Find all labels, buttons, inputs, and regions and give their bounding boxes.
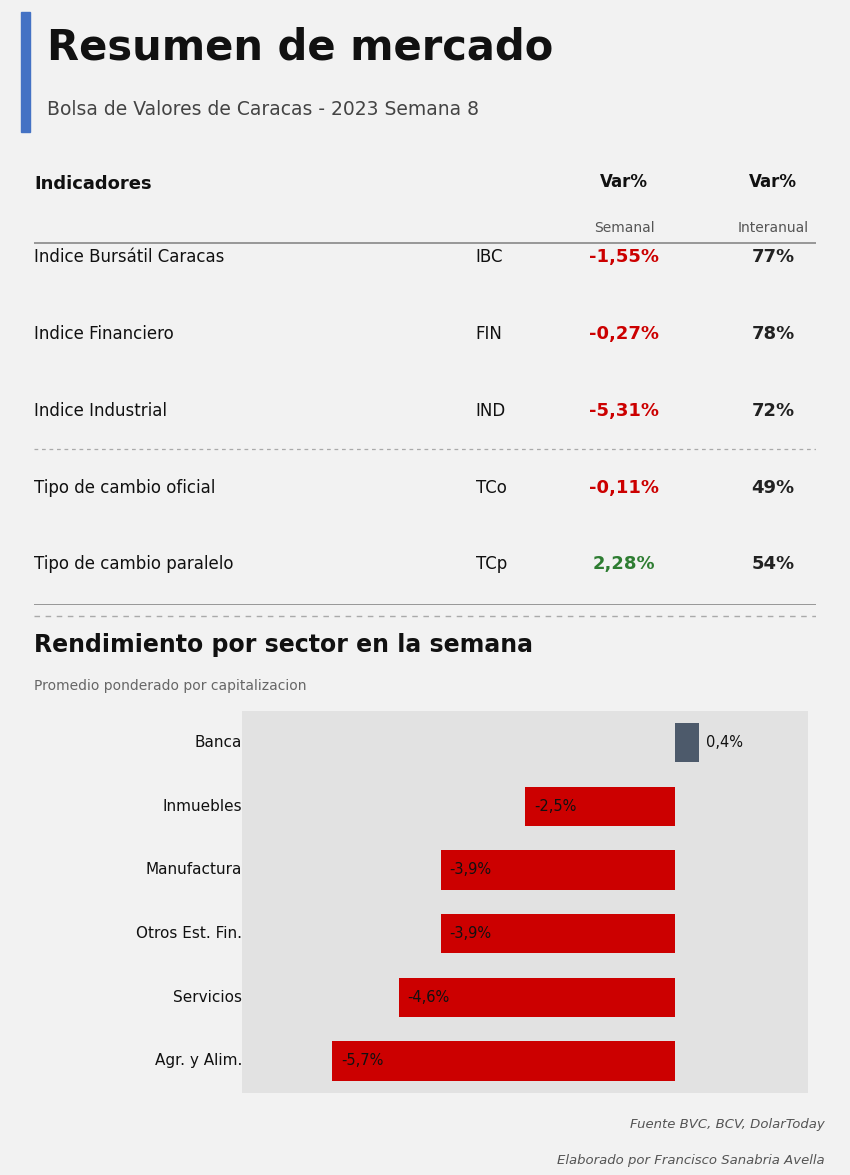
- Text: -0,11%: -0,11%: [589, 478, 660, 497]
- Text: -1,55%: -1,55%: [589, 248, 660, 266]
- Bar: [440, 851, 675, 889]
- Text: -3,9%: -3,9%: [450, 926, 492, 941]
- Bar: [675, 723, 700, 763]
- Text: -5,31%: -5,31%: [589, 402, 660, 419]
- Text: 72%: 72%: [751, 402, 795, 419]
- Text: Indice Bursátil Caracas: Indice Bursátil Caracas: [34, 248, 224, 266]
- Text: -3,9%: -3,9%: [450, 862, 492, 878]
- Text: Var%: Var%: [749, 173, 797, 192]
- Text: Indice Financiero: Indice Financiero: [34, 324, 173, 343]
- Bar: [440, 914, 675, 953]
- Text: -4,6%: -4,6%: [408, 989, 450, 1005]
- Text: -2,5%: -2,5%: [534, 799, 576, 814]
- Text: 49%: 49%: [751, 478, 795, 497]
- Text: FIN: FIN: [476, 324, 502, 343]
- Text: Banca: Banca: [195, 736, 242, 750]
- Text: 78%: 78%: [751, 324, 795, 343]
- Text: Promedio ponderado por capitalizacion: Promedio ponderado por capitalizacion: [34, 679, 307, 693]
- Bar: [21, 12, 30, 133]
- Text: -5,7%: -5,7%: [342, 1054, 384, 1068]
- Text: 2,28%: 2,28%: [593, 556, 655, 573]
- Bar: [524, 786, 675, 826]
- Text: Inmuebles: Inmuebles: [162, 799, 242, 814]
- Text: Indice Industrial: Indice Industrial: [34, 402, 167, 419]
- Text: TCo: TCo: [476, 478, 507, 497]
- Text: Indicadores: Indicadores: [34, 175, 151, 194]
- Bar: [399, 978, 675, 1018]
- Bar: [332, 1041, 675, 1081]
- Text: TCp: TCp: [476, 556, 507, 573]
- Text: Manufactura: Manufactura: [146, 862, 242, 878]
- Text: -0,27%: -0,27%: [589, 324, 660, 343]
- Text: Resumen de mercado: Resumen de mercado: [47, 26, 553, 68]
- Text: IND: IND: [476, 402, 506, 419]
- Text: Tipo de cambio paralelo: Tipo de cambio paralelo: [34, 556, 234, 573]
- Text: Interanual: Interanual: [738, 221, 808, 235]
- Text: Tipo de cambio oficial: Tipo de cambio oficial: [34, 478, 215, 497]
- Text: 54%: 54%: [751, 556, 795, 573]
- Text: Var%: Var%: [600, 173, 649, 192]
- Text: Servicios: Servicios: [173, 989, 242, 1005]
- Text: Elaborado por Francisco Sanabria Avella: Elaborado por Francisco Sanabria Avella: [557, 1154, 824, 1167]
- Text: Otros Est. Fin.: Otros Est. Fin.: [136, 926, 242, 941]
- Text: 0,4%: 0,4%: [706, 736, 744, 750]
- Text: 77%: 77%: [751, 248, 795, 266]
- Text: IBC: IBC: [476, 248, 503, 266]
- Text: Rendimiento por sector en la semana: Rendimiento por sector en la semana: [34, 632, 533, 657]
- Text: Bolsa de Valores de Caracas - 2023 Semana 8: Bolsa de Valores de Caracas - 2023 Seman…: [47, 100, 479, 119]
- Text: Fuente BVC, BCV, DolarToday: Fuente BVC, BCV, DolarToday: [630, 1117, 824, 1130]
- Text: Semanal: Semanal: [594, 221, 654, 235]
- Text: Agr. y Alim.: Agr. y Alim.: [155, 1054, 242, 1068]
